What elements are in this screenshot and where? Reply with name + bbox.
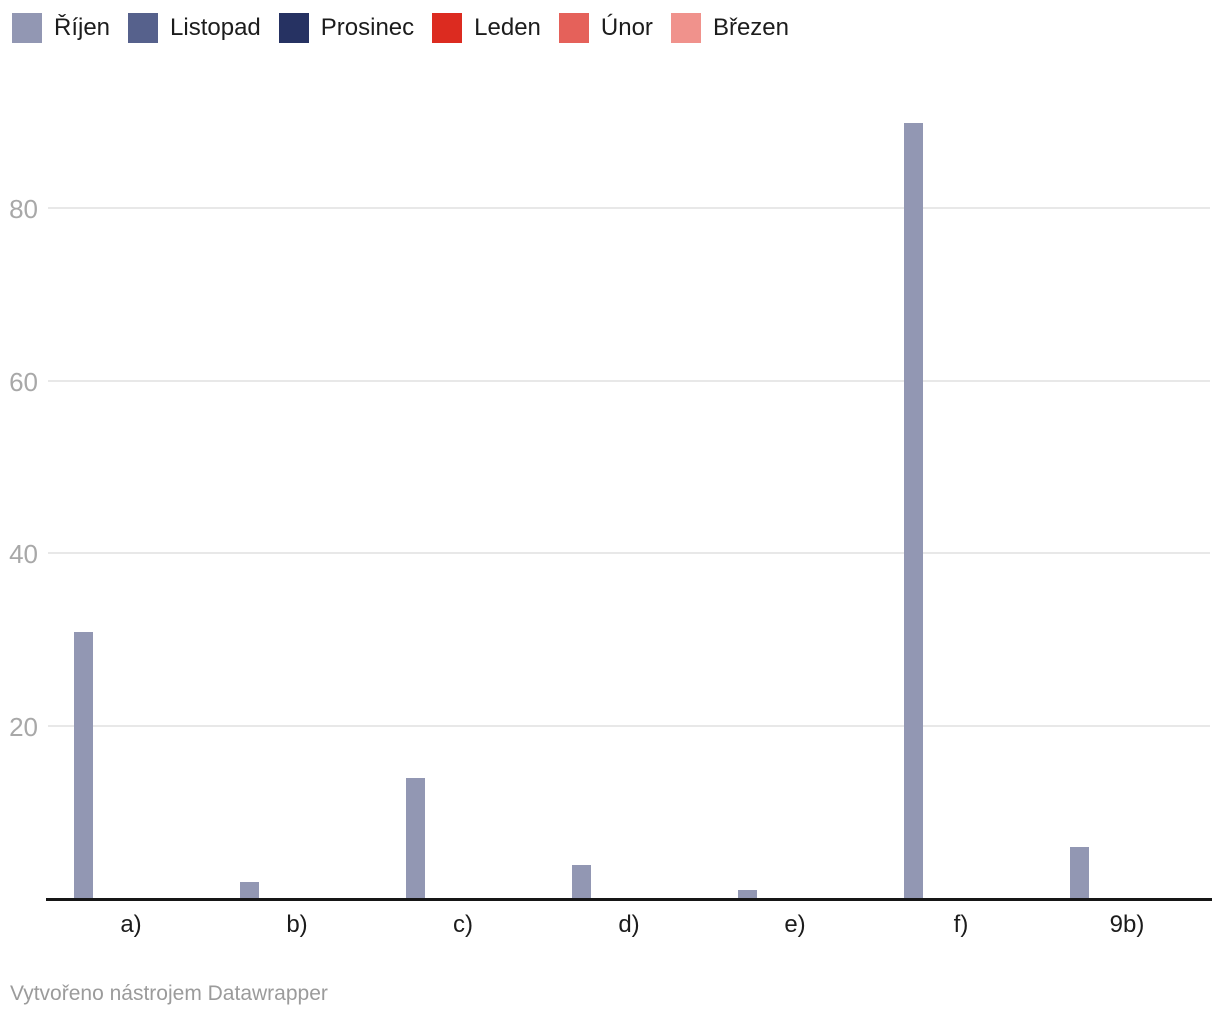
bar[interactable] bbox=[738, 890, 757, 899]
gridline bbox=[48, 207, 1210, 210]
legend-swatch-icon bbox=[670, 13, 701, 43]
gridline bbox=[48, 379, 1210, 382]
gridline bbox=[48, 724, 1210, 727]
bar[interactable] bbox=[904, 123, 923, 899]
x-tick-label: f) bbox=[953, 911, 969, 938]
bar[interactable] bbox=[406, 778, 425, 899]
x-tick-label: b) bbox=[286, 911, 308, 938]
legend-label: Únor bbox=[600, 14, 653, 41]
x-tick-label: a) bbox=[120, 911, 142, 938]
legend-label: Listopad bbox=[170, 14, 261, 41]
legend-item: Prosinec bbox=[278, 13, 415, 43]
legend-swatch-icon bbox=[432, 13, 463, 43]
legend-item: Únor bbox=[558, 13, 653, 43]
x-tick-label: c) bbox=[453, 911, 473, 938]
gridline bbox=[48, 552, 1210, 555]
x-tick-label: e) bbox=[784, 911, 806, 938]
legend-item: Listopad bbox=[128, 13, 261, 43]
y-tick-label: 20 bbox=[9, 711, 38, 742]
bar[interactable] bbox=[1070, 847, 1089, 899]
bar[interactable] bbox=[74, 631, 93, 899]
y-tick-label: 80 bbox=[9, 194, 38, 225]
legend-label: Říjen bbox=[54, 14, 111, 41]
legend: Říjen Listopad Prosinec Leden Únor Březen bbox=[12, 13, 789, 43]
legend-swatch-icon bbox=[12, 13, 42, 43]
legend-label: Prosinec bbox=[320, 14, 415, 41]
legend-swatch-icon bbox=[558, 13, 589, 43]
plot-area: 20 40 60 80 a) b) c) d) e) f) 9b) bbox=[9, 123, 1212, 938]
legend-item: Říjen bbox=[12, 13, 110, 43]
y-tick-label: 40 bbox=[9, 539, 38, 570]
bar[interactable] bbox=[572, 864, 591, 899]
x-tick-label: 9b) bbox=[1109, 911, 1145, 938]
legend-label: Leden bbox=[474, 14, 541, 41]
datawrapper-credit[interactable]: Vytvořeno nástrojem Datawrapper bbox=[10, 982, 328, 1005]
legend-item: Leden bbox=[432, 13, 541, 43]
bar[interactable] bbox=[240, 881, 259, 899]
legend-label: Březen bbox=[712, 14, 789, 41]
x-axis-line bbox=[46, 898, 1212, 901]
legend-item: Březen bbox=[670, 13, 789, 43]
x-tick-label: d) bbox=[618, 911, 640, 938]
y-tick-label: 60 bbox=[9, 366, 38, 397]
legend-swatch-icon bbox=[128, 13, 159, 43]
legend-swatch-icon bbox=[278, 13, 309, 43]
